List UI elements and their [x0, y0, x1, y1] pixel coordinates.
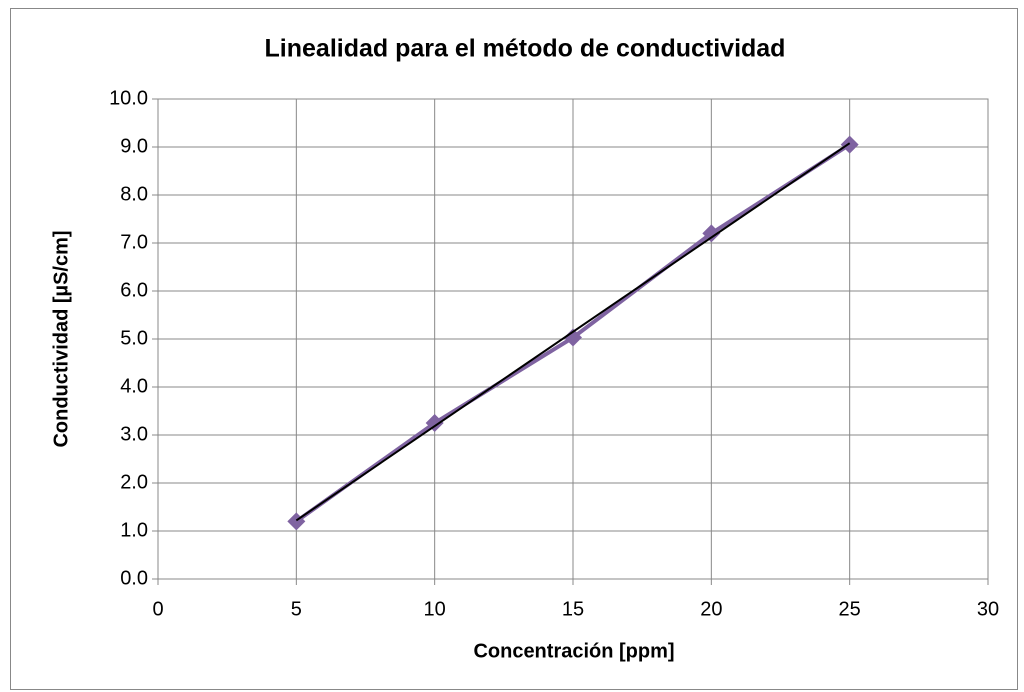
y-tick-label: 4.0: [120, 375, 148, 397]
y-tick-label: 7.0: [120, 231, 148, 253]
chart-title: Linealidad para el método de conductivid…: [265, 35, 786, 63]
x-tick-label: 20: [700, 598, 722, 620]
data-point: [840, 135, 859, 154]
y-tick-label: 8.0: [120, 183, 148, 205]
y-tick-label: 5.0: [120, 327, 148, 349]
trendline: [295, 142, 851, 522]
x-tick-label: 25: [839, 598, 861, 620]
y-tick-label: 0.0: [120, 567, 148, 589]
y-tick-label: 1.0: [120, 519, 148, 541]
y-tick-label: 3.0: [120, 423, 148, 445]
x-tick-label: 0: [152, 598, 163, 620]
plot-area: [157, 98, 989, 580]
y-tick-label: 10.0: [109, 87, 148, 109]
y-tick-label: 2.0: [120, 471, 148, 493]
x-tick-label: 15: [562, 598, 584, 620]
x-tick-label: 10: [424, 598, 446, 620]
y-axis-title: Conductividad [µS/cm]: [50, 230, 72, 447]
data-point: [425, 414, 444, 432]
y-tick-label: 6.0: [120, 279, 148, 301]
chart-border: [10, 8, 1018, 690]
x-tick-label: 30: [977, 598, 999, 620]
y-tick-label: 9.0: [120, 135, 148, 157]
data-point: [564, 328, 582, 347]
data-point: [702, 224, 721, 243]
x-tick-label: 5: [291, 598, 302, 620]
x-axis-title: Concentración [ppm]: [473, 640, 674, 662]
